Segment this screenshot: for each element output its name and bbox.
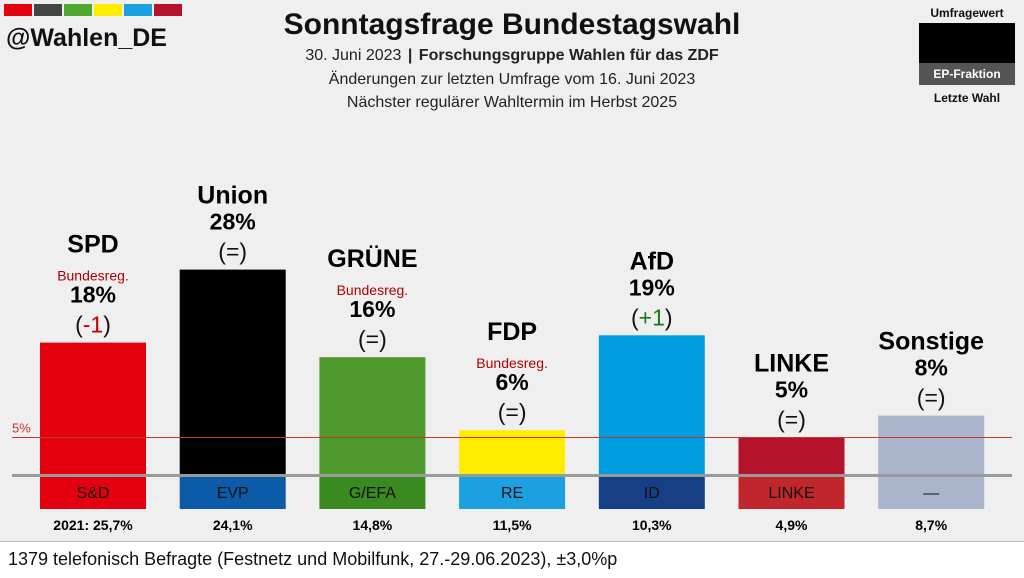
change-label: (=): [498, 399, 527, 425]
subtitle-changes: Änderungen zur letzten Umfrage vom 16. J…: [328, 71, 696, 88]
subtitle-next-election: Nächster regulärer Wahltermin im Herbst …: [346, 94, 678, 111]
change-label: (=): [358, 326, 387, 352]
bar: [738, 437, 845, 474]
value-label: 8%: [915, 355, 948, 381]
institute: Forschungsgruppe Wahlen für das ZDF: [418, 47, 719, 64]
poll-date: 30. Juni 2023: [305, 47, 402, 64]
ep-fraction-band: [179, 476, 286, 509]
ep-fraction-label: EVP: [217, 485, 249, 502]
bar: [319, 357, 426, 474]
flag-swatch: [34, 4, 62, 16]
ep-fraction-band: [738, 476, 845, 509]
party-label: SPD: [67, 231, 118, 259]
legend-ep-fraction: EP-Fraktion: [919, 63, 1015, 85]
legend: Umfragewert EP-Fraktion Letzte Wahl: [918, 6, 1016, 105]
change-label: (=): [218, 239, 247, 265]
flag-swatch: [154, 4, 182, 16]
separator: |: [407, 47, 413, 64]
bar: [179, 269, 286, 474]
flag-strip: [4, 4, 182, 16]
last-election-label: 24,1%: [213, 517, 253, 533]
government-label: Bundesreg.: [57, 268, 129, 284]
party-label: Sonstige: [878, 328, 984, 356]
ep-fraction-label: LINKE: [768, 485, 814, 502]
bar: [878, 415, 985, 474]
footer-note: 1379 telefonisch Befragte (Festnetz und …: [8, 549, 618, 569]
ep-fraction-label: ID: [644, 485, 660, 502]
legend-poll-value: Umfragewert: [930, 6, 1004, 20]
last-election-label: 10,3%: [632, 517, 672, 533]
government-label: Bundesreg.: [337, 282, 409, 298]
legend-bar-swatch: [919, 23, 1015, 63]
ep-fraction-label: S&D: [77, 485, 110, 502]
party-label: AfD: [630, 247, 674, 275]
ep-fraction-label: G/EFA: [349, 485, 396, 502]
flag-swatch: [94, 4, 122, 16]
bar: [598, 335, 705, 474]
government-label: Bundesreg.: [476, 355, 548, 371]
legend-last-election: Letzte Wahl: [933, 91, 1001, 105]
ep-fraction-band: [459, 476, 566, 509]
party-label: FDP: [487, 318, 537, 346]
baseline: [12, 474, 1012, 477]
last-election-label: 8,7%: [915, 517, 947, 533]
party-label: GRÜNE: [327, 244, 417, 273]
ep-fraction-band: [598, 476, 705, 509]
value-label: 6%: [495, 369, 528, 395]
bar: [459, 430, 566, 474]
ep-fraction-label: RE: [501, 485, 523, 502]
account-handle: @Wahlen_DE: [6, 24, 167, 52]
party-label: Union: [197, 182, 268, 210]
last-election-label: 2021: 25,7%: [53, 517, 133, 533]
change-label: (+1): [631, 304, 673, 330]
change-label: (=): [917, 385, 946, 411]
value-label: 19%: [629, 274, 675, 300]
ep-fraction-band: [878, 476, 985, 509]
value-label: 5%: [775, 377, 808, 403]
subtitle-line-1: 30. Juni 2023 | Forschungsgruppe Wahlen …: [0, 47, 1024, 65]
value-label: 18%: [70, 282, 116, 308]
ep-fraction-band: [40, 476, 146, 509]
last-election-label: 14,8%: [353, 517, 393, 533]
value-label: 28%: [210, 209, 256, 235]
chart-title: Sonntagsfrage Bundestagswahl: [283, 8, 741, 41]
last-election-label: 11,5%: [493, 517, 532, 533]
change-label: (=): [777, 407, 806, 433]
footer: 1379 telefonisch Befragte (Festnetz und …: [0, 541, 1024, 578]
ep-fraction-label: —: [923, 485, 939, 502]
change-label: (-1): [75, 312, 111, 338]
party-label: LINKE: [754, 350, 829, 378]
flag-swatch: [4, 4, 32, 16]
last-election-label: 4,9%: [776, 517, 808, 533]
value-label: 16%: [349, 296, 395, 322]
flag-swatch: [64, 4, 92, 16]
ep-fraction-band: [319, 476, 426, 509]
bar: [40, 342, 146, 474]
flag-swatch: [124, 4, 152, 16]
threshold-label: 5%: [12, 421, 31, 436]
